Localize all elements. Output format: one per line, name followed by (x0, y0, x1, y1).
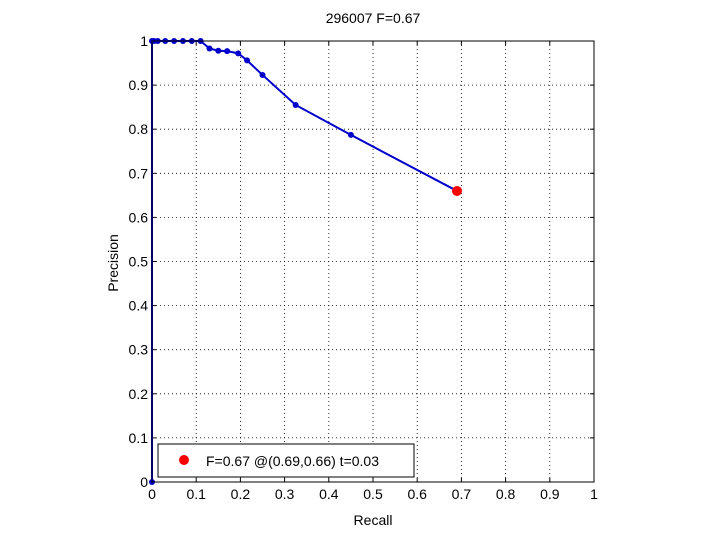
y-tick-labels: 0 0.1 0.2 0.3 0.4 0.5 0.6 0.7 0.8 0.9 1 (129, 33, 149, 490)
best-f-point (451, 185, 462, 196)
x-tick-label: 0.1 (186, 486, 206, 502)
legend-marker (179, 455, 189, 465)
y-tick-label: 1 (140, 33, 148, 49)
pr-curve-point (244, 57, 251, 64)
axes-border (151, 40, 595, 483)
y-tick-label: 0.6 (129, 209, 149, 225)
pr-curve-point (206, 45, 213, 52)
y-tick-label: 0.8 (129, 121, 149, 137)
legend-label: F=0.67 @(0.69,0.66) t=0.03 (206, 453, 379, 469)
y-tick-label: 0.7 (129, 165, 149, 181)
x-tick-label: 1 (590, 486, 598, 502)
chart-title: 296007 F=0.67 (326, 10, 421, 26)
x-tick-label: 0.2 (231, 486, 251, 502)
y-tick-label: 0.9 (129, 77, 149, 93)
x-tick-label: 0.6 (407, 486, 427, 502)
pr-curve-point (235, 50, 242, 57)
pr-curve-point (259, 71, 266, 78)
x-tick-label: 0.5 (363, 486, 383, 502)
x-tick-label: 0.7 (452, 486, 472, 502)
y-tick-label: 0.1 (129, 430, 149, 446)
legend: F=0.67 @(0.69,0.66) t=0.03 (157, 443, 415, 478)
x-tick-label: 0.9 (540, 486, 560, 502)
x-tick-label: 0.8 (496, 486, 516, 502)
y-axis-label: Precision (105, 234, 121, 292)
x-tick-label: 0 (148, 486, 156, 502)
y-tick-label: 0.5 (129, 254, 149, 270)
x-axis-label: Recall (354, 512, 393, 528)
y-tick-label: 0.2 (129, 386, 149, 402)
pr-curve-point (215, 47, 222, 54)
pr-curve-point (224, 48, 231, 55)
y-tick-label: 0 (140, 474, 148, 490)
x-tick-label: 0.3 (275, 486, 295, 502)
pr-curve-point (347, 131, 354, 138)
x-tick-labels: 0 0.1 0.2 0.3 0.4 0.5 0.6 0.7 0.8 0.9 1 (148, 486, 598, 502)
pr-curve-point (292, 101, 299, 108)
y-tick-label: 0.3 (129, 342, 149, 358)
grid (152, 41, 594, 482)
y-tick-label: 0.4 (129, 298, 149, 314)
x-tick-label: 0.4 (319, 486, 339, 502)
legend-box (157, 443, 415, 478)
